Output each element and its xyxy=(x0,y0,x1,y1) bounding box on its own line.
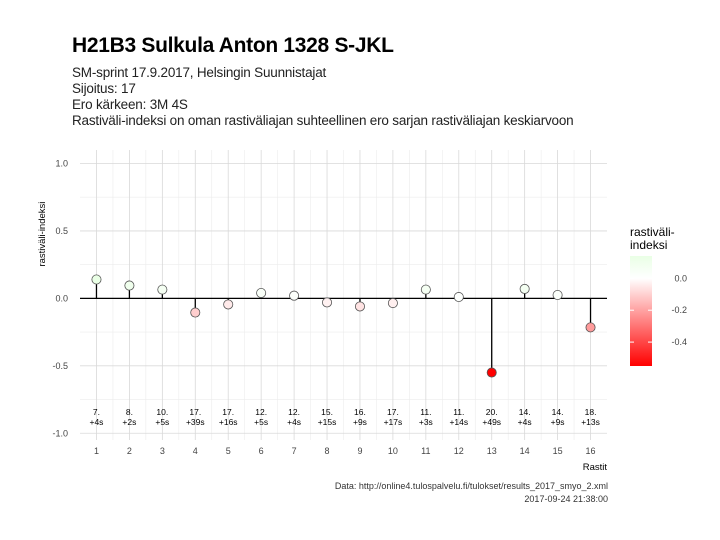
annotation-placement: 10. xyxy=(156,407,168,417)
lollipop-point xyxy=(585,322,596,333)
annotation-placement: 16. xyxy=(354,407,366,417)
legend-title-line-2: indeksi xyxy=(630,238,668,252)
annotation-placement: 15. xyxy=(321,407,333,417)
y-tick-label: -0.5 xyxy=(52,361,68,371)
lollipop-point xyxy=(420,284,431,295)
x-tick-label: 9 xyxy=(357,446,362,456)
annotation-time-loss: +39s xyxy=(186,417,205,427)
subtitle-gap: Ero kärkeen: 3M 4S xyxy=(72,97,188,112)
lollipop-point xyxy=(190,307,201,318)
x-tick-label: 8 xyxy=(325,446,330,456)
lollipop-point xyxy=(453,292,464,303)
annotation-time-loss: +17s xyxy=(384,417,403,427)
annotation-placement: 7. xyxy=(93,407,100,417)
annotation-time-loss: +16s xyxy=(219,417,238,427)
annotation-time-loss: +4s xyxy=(287,417,301,427)
lollipop-point xyxy=(387,298,398,309)
lollipop-point xyxy=(124,280,135,291)
y-tick-label: 0.0 xyxy=(55,293,68,303)
legend-title: rastiväli- indeksi xyxy=(630,226,690,252)
x-tick-label: 12 xyxy=(454,446,464,456)
x-tick-label: 16 xyxy=(586,446,596,456)
annotation-time-loss: +2s xyxy=(122,417,136,427)
legend-tick-label: -0.4 xyxy=(671,337,687,347)
annotation-time-loss: +5s xyxy=(254,417,268,427)
x-tick-label: 2 xyxy=(127,446,132,456)
x-tick-label: 7 xyxy=(292,446,297,456)
lollipop-point xyxy=(354,301,365,312)
annotation-time-loss: +9s xyxy=(551,417,565,427)
annotation-time-loss: +4s xyxy=(518,417,532,427)
x-tick-label: 10 xyxy=(388,446,398,456)
x-tick-label: 1 xyxy=(94,446,99,456)
annotation-placement: 20. xyxy=(486,407,498,417)
lollipop-point xyxy=(223,299,234,310)
annotation-placement: 8. xyxy=(126,407,133,417)
x-tick-label: 11 xyxy=(421,446,430,456)
annotation-placement: 11. xyxy=(453,407,464,417)
x-tick-label: 15 xyxy=(553,446,563,456)
annotation-placement: 17. xyxy=(189,407,201,417)
x-axis-title: Rastit xyxy=(583,462,608,473)
x-tick-label: 13 xyxy=(487,446,497,456)
lollipop-point xyxy=(552,289,563,300)
legend-tick-label: -0.2 xyxy=(671,305,687,315)
legend-title-line-1: rastiväli- xyxy=(630,225,675,239)
subtitle-race: SM-sprint 17.9.2017, Helsingin Suunnista… xyxy=(72,65,327,80)
annotation-time-loss: +49s xyxy=(482,417,501,427)
lollipop-point xyxy=(289,290,300,301)
annotation-placement: 14. xyxy=(552,407,564,417)
annotation-placement: 12. xyxy=(288,407,300,417)
lollipop-point xyxy=(91,274,102,285)
legend-color-bar xyxy=(630,256,652,366)
annotation-placement: 17. xyxy=(222,407,234,417)
lollipop-point xyxy=(157,284,168,295)
lollipop-point xyxy=(486,367,497,378)
data-source-caption: Data: http://online4.tulospalvelu.fi/tul… xyxy=(334,481,608,491)
annotation-placement: 17. xyxy=(387,407,399,417)
annotation-time-loss: +15s xyxy=(318,417,337,427)
annotation-time-loss: +13s xyxy=(581,417,600,427)
y-tick-label: 1.0 xyxy=(55,158,68,168)
timestamp-caption: 2017-09-24 21:38:00 xyxy=(524,494,608,504)
y-axis-title: rastiväli-indeksi xyxy=(37,202,48,267)
x-tick-label: 14 xyxy=(520,446,530,456)
x-tick-label: 3 xyxy=(160,446,165,456)
subtitle-placement: Sijoitus: 17 xyxy=(72,81,136,96)
y-tick-label: -1.0 xyxy=(52,428,68,438)
chart-title: H21B3 Sulkula Anton 1328 S-JKL xyxy=(72,34,394,57)
x-tick-label: 5 xyxy=(226,446,231,456)
annotation-placement: 14. xyxy=(519,407,531,417)
x-tick-label: 4 xyxy=(193,446,198,456)
legend-tick-label: 0.0 xyxy=(674,273,687,283)
annotation-placement: 11. xyxy=(420,407,431,417)
x-tick-label: 6 xyxy=(259,446,264,456)
subtitle-description: Rastiväli-indeksi on oman rastiväliajan … xyxy=(72,113,574,128)
lollipop-point xyxy=(519,283,530,294)
annotation-placement: 12. xyxy=(255,407,267,417)
annotation-time-loss: +9s xyxy=(353,417,367,427)
annotation-time-loss: +14s xyxy=(449,417,468,427)
y-tick-label: 0.5 xyxy=(55,226,68,236)
annotation-time-loss: +3s xyxy=(419,417,433,427)
annotation-time-loss: +5s xyxy=(155,417,169,427)
annotation-time-loss: +4s xyxy=(89,417,103,427)
annotation-placement: 18. xyxy=(585,407,597,417)
lollipop-point xyxy=(322,297,333,308)
lollipop-point xyxy=(256,287,267,298)
